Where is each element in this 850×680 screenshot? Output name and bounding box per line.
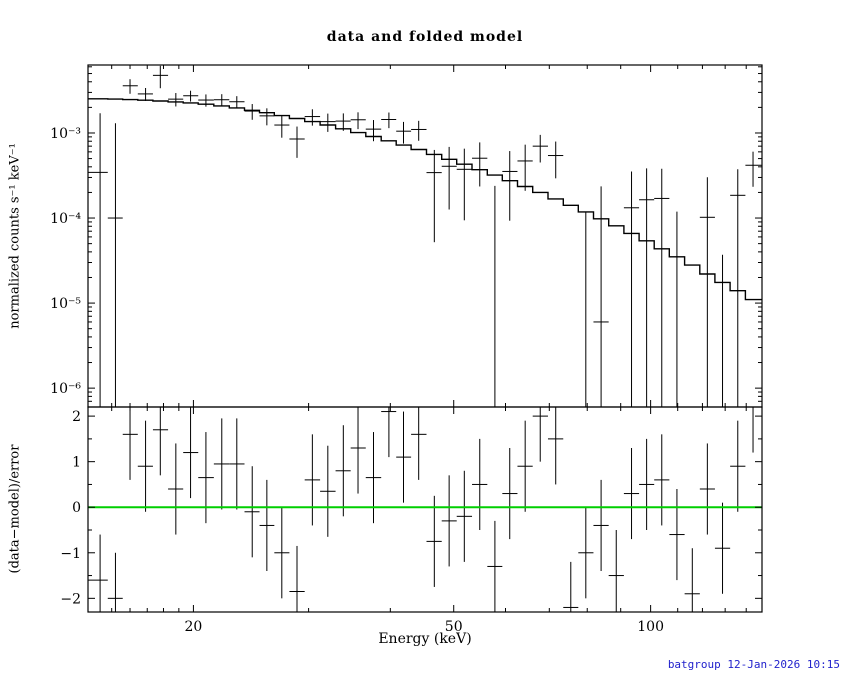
plot-frame-spectrum: [87, 64, 763, 408]
timestamp-credit: batgroup 12-Jan-2026 10:15: [667, 658, 840, 671]
svg-text:10⁻³: 10⁻³: [50, 126, 81, 142]
svg-text:1: 1: [72, 455, 81, 471]
residual-data-points: [88, 407, 762, 612]
x-axis-label: Energy (keV): [378, 631, 472, 647]
svg-text:10⁻⁴: 10⁻⁴: [50, 211, 81, 227]
svg-text:20: 20: [184, 619, 202, 635]
axis-ticks: [88, 65, 762, 612]
svg-text:−2: −2: [60, 591, 81, 607]
spectrum-data-points: [88, 65, 762, 407]
chart-title: data and folded model: [326, 29, 524, 45]
svg-text:100: 100: [637, 619, 664, 635]
svg-text:10⁻⁵: 10⁻⁵: [50, 296, 81, 312]
svg-text:−1: −1: [60, 546, 81, 562]
svg-text:2: 2: [72, 409, 81, 425]
model-step-line: [88, 98, 762, 301]
svg-text:50: 50: [445, 619, 463, 635]
plot-frame-residuals: [87, 406, 763, 613]
svg-text:10⁻⁶: 10⁻⁶: [50, 381, 81, 397]
tick-labels: 20 50 100 10⁻⁶ 10⁻⁵ 10⁻⁴ 10⁻³ −2 −1 0 1 2: [50, 126, 664, 635]
svg-text:0: 0: [72, 500, 81, 516]
